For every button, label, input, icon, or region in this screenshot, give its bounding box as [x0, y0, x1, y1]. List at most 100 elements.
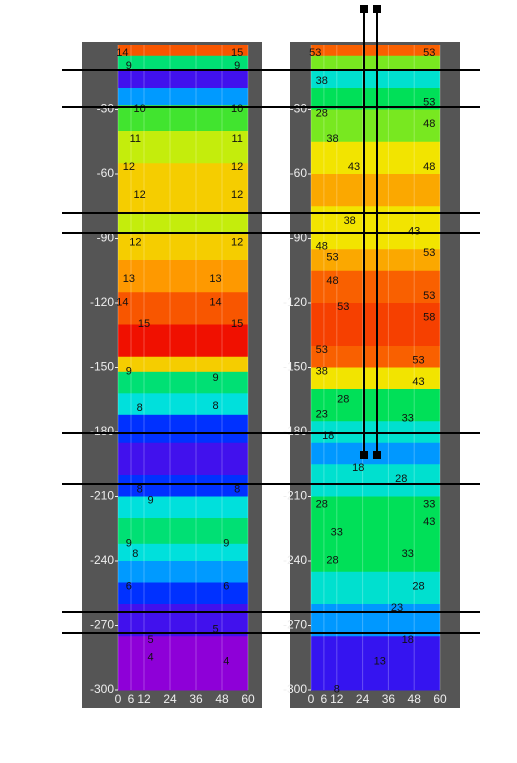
x-tick-label: 12 [330, 692, 344, 706]
contour-label: 43 [408, 226, 420, 238]
contour-label: 5 [212, 623, 218, 635]
y-tick-label: -300 [90, 682, 114, 696]
handles [360, 5, 381, 459]
contour-label: 12 [129, 236, 141, 248]
contour-label: 18 [402, 634, 414, 646]
contour-label: 15 [138, 318, 150, 330]
contour-band [118, 475, 248, 497]
y-tick-label: -240 [90, 553, 114, 567]
contour-label: 33 [402, 548, 414, 560]
contour-label: 53 [309, 47, 321, 59]
contour-band [118, 324, 248, 358]
contour-label: 10 [231, 103, 243, 115]
contour-label: 38 [326, 133, 338, 145]
contour-label: 14 [116, 47, 128, 59]
y-tick-label: -60 [290, 166, 308, 180]
x-tick-label: 48 [215, 692, 229, 706]
x-tick-label: 0 [308, 692, 315, 706]
contour-label: 8 [132, 548, 138, 560]
handle[interactable] [373, 451, 381, 459]
y-tick-label: -120 [283, 295, 307, 309]
contour-band [118, 371, 248, 394]
contour-label: 53 [423, 97, 435, 109]
contour-label: 33 [423, 499, 435, 511]
y-tick-label: -270 [283, 618, 307, 632]
contour-label: 8 [212, 400, 218, 412]
contour-label: 53 [412, 355, 424, 367]
y-tick-label: -300 [283, 682, 307, 696]
y-tick-label: -150 [90, 360, 114, 374]
contour-label: 11 [231, 133, 242, 145]
contour-band [118, 234, 248, 261]
contour-label: 33 [331, 527, 343, 539]
y-tick-label: -30 [97, 102, 115, 116]
contour-band [118, 604, 248, 637]
x-tick-label: 0 [115, 692, 122, 706]
contour-label: 18 [352, 462, 364, 474]
contour-label: 4 [223, 656, 229, 668]
x-tick-label: 12 [137, 692, 151, 706]
y-tick-label: -210 [90, 489, 114, 503]
contour-band [118, 518, 248, 545]
contour-label: 8 [137, 402, 143, 414]
contour-label: 9 [126, 365, 132, 377]
contour-label: 8 [137, 484, 143, 496]
contour-label: 8 [334, 684, 340, 696]
contour-label: 28 [395, 473, 407, 485]
x-tick-label: 36 [382, 692, 396, 706]
contour-band [311, 227, 440, 250]
contour-band [311, 303, 440, 347]
contour-label: 9 [126, 537, 132, 549]
contour-band [118, 260, 248, 293]
contour-band [311, 604, 440, 637]
contour-label: 12 [123, 161, 135, 173]
contour-label: 14 [209, 297, 221, 309]
y-tick-label: -210 [283, 489, 307, 503]
contour-label: 28 [412, 580, 424, 592]
contour-band [118, 212, 248, 235]
x-tick-label: 60 [241, 692, 255, 706]
contour-band [118, 88, 248, 106]
plots: 0 6 12 24 36 48 60-30-60-90-120-150-180-210-24… [82, 42, 460, 708]
contour-label: 13 [123, 273, 135, 285]
y-tick-label: -90 [97, 231, 115, 245]
x-tick-label: 6 [128, 692, 135, 706]
contour-label: 10 [134, 103, 146, 115]
contour-band [311, 389, 440, 422]
contour-band [311, 70, 440, 89]
contour-band [118, 163, 248, 196]
contour-label: 14 [116, 297, 128, 309]
contour-label: 23 [316, 408, 328, 420]
contour-label: 38 [316, 75, 328, 87]
contour-band [118, 356, 248, 373]
contour-band [118, 414, 248, 444]
contour-label: 6 [126, 580, 132, 592]
contour-label: 53 [316, 344, 328, 356]
contour-label: 33 [402, 413, 414, 425]
handle[interactable] [360, 451, 368, 459]
handle[interactable] [360, 5, 368, 13]
y-tick-label: -120 [90, 295, 114, 309]
contour-band [118, 195, 248, 214]
contour-band [118, 131, 248, 164]
contour-label: 11 [130, 133, 141, 145]
contour-label: 5 [147, 634, 153, 646]
contour-label: 28 [316, 499, 328, 511]
contour-band [118, 45, 248, 57]
y-tick-label: -60 [97, 166, 115, 180]
handle[interactable] [373, 5, 381, 13]
panel: 0 6 12 24 36 48 60-30-60-90-120-150-180-210-24… [82, 42, 262, 708]
contour-label: 23 [391, 602, 403, 614]
contour-band [118, 636, 248, 691]
contour-label: 48 [316, 241, 328, 253]
contour-band [311, 174, 440, 207]
contour-label: 28 [316, 107, 328, 119]
contour-label: 13 [374, 656, 386, 668]
contour-band [311, 346, 440, 368]
contour-band [311, 88, 440, 110]
contour-band [311, 367, 440, 390]
contour-label: 43 [412, 376, 424, 388]
y-tick-label: -180 [283, 424, 307, 438]
contour-label: 53 [326, 251, 338, 263]
